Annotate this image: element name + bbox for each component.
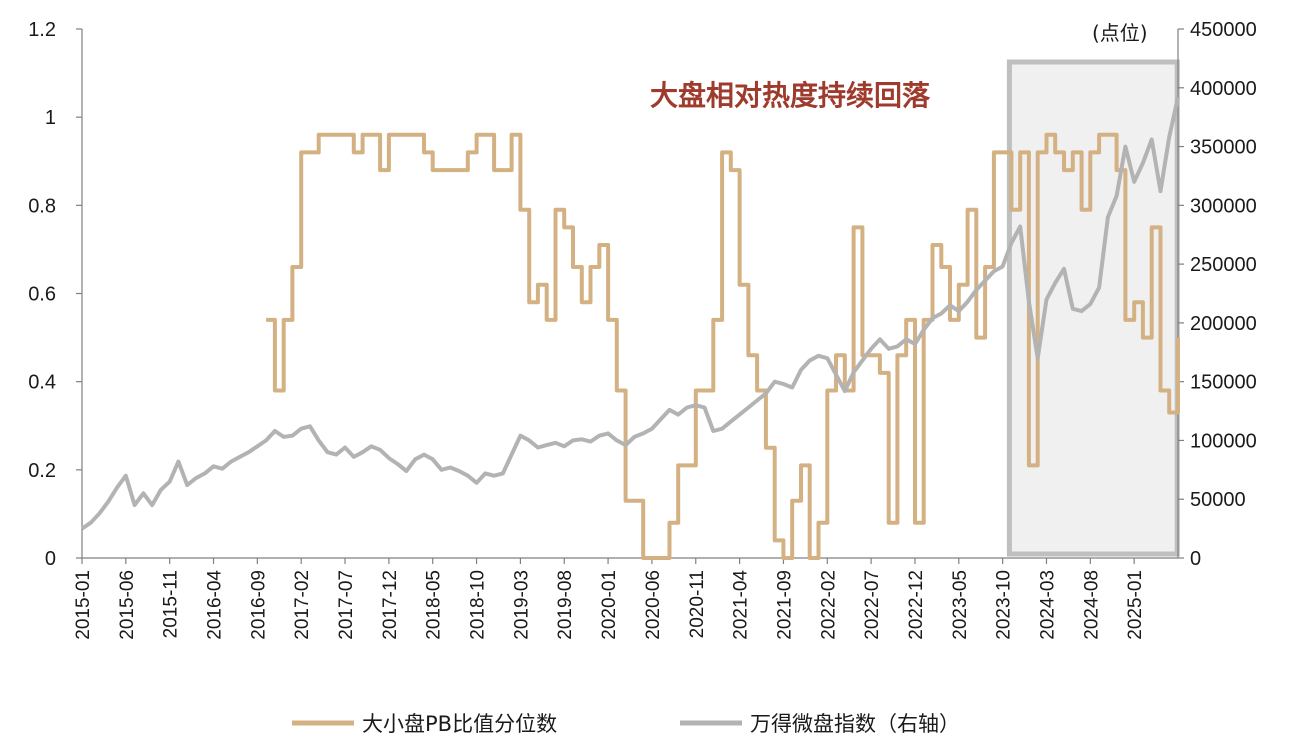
y-right-tick-label: 150000 (1190, 372, 1257, 394)
x-tick-label: 2016-09 (248, 570, 269, 640)
y-left-tick-label: 0.6 (28, 284, 56, 306)
y-left-tick-label: 1 (45, 107, 56, 129)
x-tick-label: 2015-01 (73, 570, 94, 640)
y-right-tick-label: 100000 (1190, 430, 1257, 452)
x-tick-label: 2021-09 (774, 570, 795, 640)
legend-item-micro: 万得微盘指数（右轴） (680, 712, 960, 736)
x-tick-label: 2019-03 (511, 570, 532, 640)
x-tick-label: 2021-04 (731, 570, 752, 640)
y-right-tick-label: 250000 (1190, 254, 1257, 276)
y-left-tick-label: 0.2 (28, 460, 56, 482)
x-tick-label: 2023-05 (950, 570, 971, 640)
x-tick-label: 2017-02 (292, 570, 313, 640)
y-left-tick-label: 0.8 (28, 195, 56, 217)
x-tick-label: 2019-08 (555, 570, 576, 640)
x-tick-label: 2020-06 (643, 570, 664, 640)
legend-item-pb: 大小盘PB比值分位数 (292, 712, 557, 736)
y-right-tick-label: 200000 (1190, 313, 1257, 335)
legend: 大小盘PB比值分位数 万得微盘指数（右轴） (292, 712, 960, 736)
y-right-axis: 0 50000 100000 150000 200000 250000 300000 3500… (1177, 19, 1257, 570)
x-tick-label: 2020-01 (599, 570, 620, 640)
series-line-micro-index (80, 96, 1180, 531)
legend-label: 大小盘PB比值分位数 (362, 712, 557, 736)
x-tick-label: 2018-10 (468, 570, 489, 640)
x-tick-label: 2016-04 (205, 570, 226, 640)
y-right-tick-label: 50000 (1190, 489, 1246, 511)
y-right-tick-label: 400000 (1190, 78, 1257, 100)
y-left-tick-label: 0 (45, 548, 56, 570)
series-line-pb-percentile (266, 132, 1180, 560)
x-tick-label: 2022-07 (862, 570, 883, 640)
y-right-tick-label: 0 (1190, 548, 1201, 570)
y-left-tick-label: 0.4 (28, 372, 56, 394)
x-axis: 2015-01 2015-06 2015-11 2016-04 2016-09 2017-… (73, 557, 1178, 640)
annotation-text: 大盘相对热度持续回落 (650, 79, 931, 112)
x-tick-label: 2024-03 (1037, 570, 1058, 640)
x-tick-label: 2023-10 (994, 570, 1015, 640)
x-tick-label: 2020-11 (687, 570, 708, 638)
x-tick-label: 2024-08 (1081, 570, 1102, 640)
x-tick-label: 2022-02 (818, 570, 839, 640)
x-tick-label: 2025-01 (1125, 570, 1146, 640)
y-left-axis: 0 0.2 0.4 0.6 0.8 1 1.2 (28, 19, 83, 570)
x-tick-label: 2022-12 (906, 570, 927, 640)
x-tick-label: 2018-05 (424, 570, 445, 640)
x-tick-label: 2017-07 (336, 570, 357, 640)
x-tick-label: 2015-11 (161, 570, 182, 638)
x-tick-label: 2015-06 (117, 570, 138, 640)
y-left-tick-label: 1.2 (28, 19, 56, 41)
y2-unit-label: (点位) (1092, 21, 1148, 45)
y-right-tick-label: 350000 (1190, 137, 1257, 159)
y-right-tick-label: 450000 (1190, 19, 1257, 41)
legend-label: 万得微盘指数（右轴） (750, 712, 960, 736)
x-tick-label: 2017-12 (380, 570, 401, 640)
y-right-tick-label: 300000 (1190, 195, 1257, 217)
series-lines (80, 96, 1180, 560)
